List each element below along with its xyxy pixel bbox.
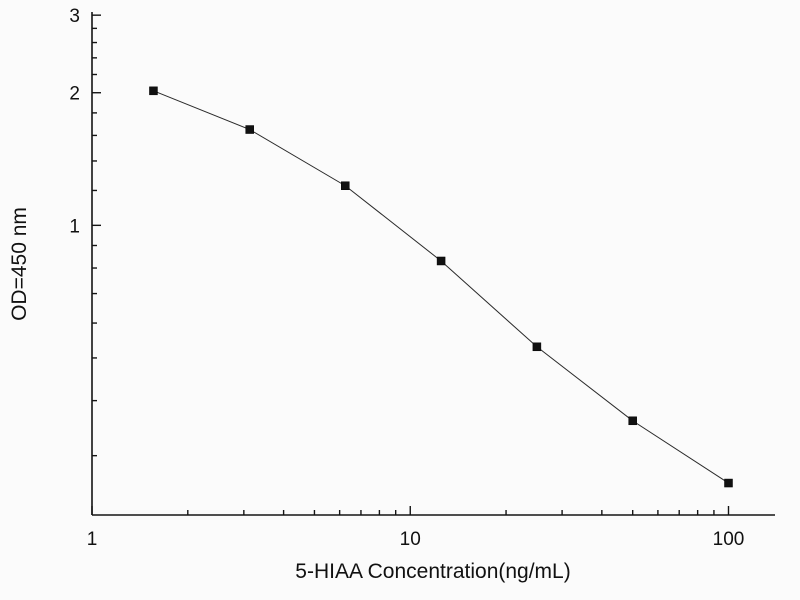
x-tick-label: 10	[400, 529, 421, 550]
standard-curve-line	[153, 90, 729, 484]
y-tick-label: 2	[69, 84, 80, 105]
data-point-marker	[724, 478, 733, 488]
y-axis-title: OD=450 nm	[8, 207, 31, 321]
data-point-marker	[149, 86, 158, 96]
data-point-marker	[628, 416, 637, 426]
y-tick-label: 3	[69, 6, 80, 27]
x-tick-label: 100	[713, 529, 745, 550]
y-tick-label: 1	[69, 216, 80, 237]
data-point-marker	[532, 342, 542, 352]
data-point-marker	[245, 125, 254, 134]
x-axis-title: 5-HIAA Concentration(ng/mL)	[295, 560, 570, 583]
x-tick-label: 1	[87, 529, 98, 550]
data-point-marker	[436, 256, 446, 266]
data-point-marker	[341, 181, 350, 190]
plot-layer: 1 10 100 1 2 3	[69, 6, 775, 550]
